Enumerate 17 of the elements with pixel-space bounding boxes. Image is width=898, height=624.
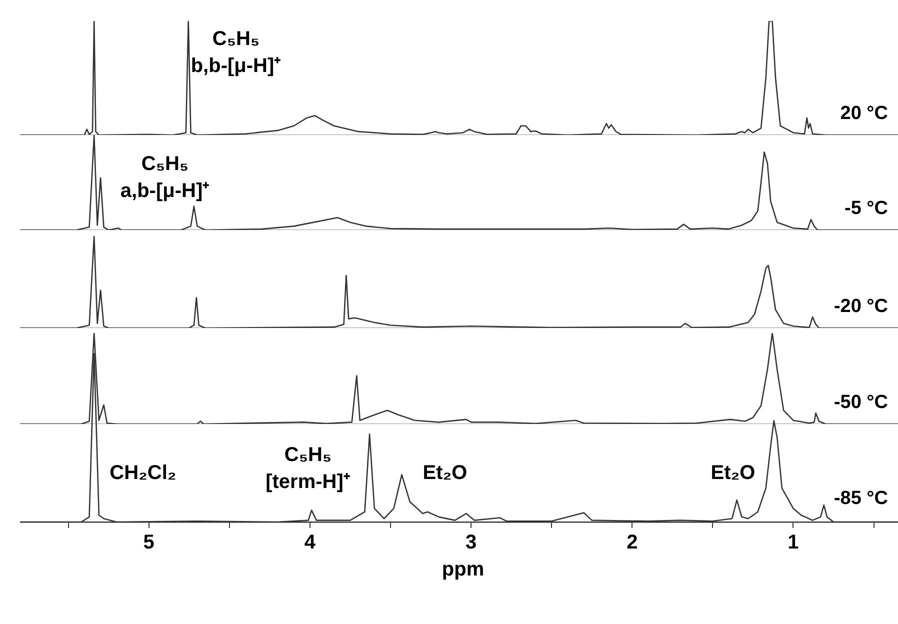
series-label: -5 °C	[844, 198, 888, 220]
annotation: C₅H₅ [term-H]⁺	[264, 443, 352, 495]
annotation: CH₂Cl₂	[108, 461, 178, 486]
x-tick-label: 5	[143, 532, 154, 554]
series-label: -85 °C	[834, 488, 888, 510]
x-tick-label: 2	[626, 532, 638, 554]
x-tick-label: 3	[465, 532, 477, 554]
annotation: C₅H₅ b,b-[μ-H]⁺	[190, 27, 282, 79]
series-label: -20 °C	[834, 296, 888, 318]
series-label: -50 °C	[834, 392, 888, 414]
x-tick-label: 1	[788, 532, 799, 554]
x-axis-title: ppm	[442, 558, 484, 581]
x-tick-label: 4	[304, 532, 316, 554]
annotation: Et₂O	[422, 462, 468, 484]
series-label: 20 °C	[840, 103, 888, 125]
annotation: C₅H₅ a,b-[μ-H]⁺	[119, 152, 211, 204]
annotation: Et₂O	[710, 461, 756, 486]
